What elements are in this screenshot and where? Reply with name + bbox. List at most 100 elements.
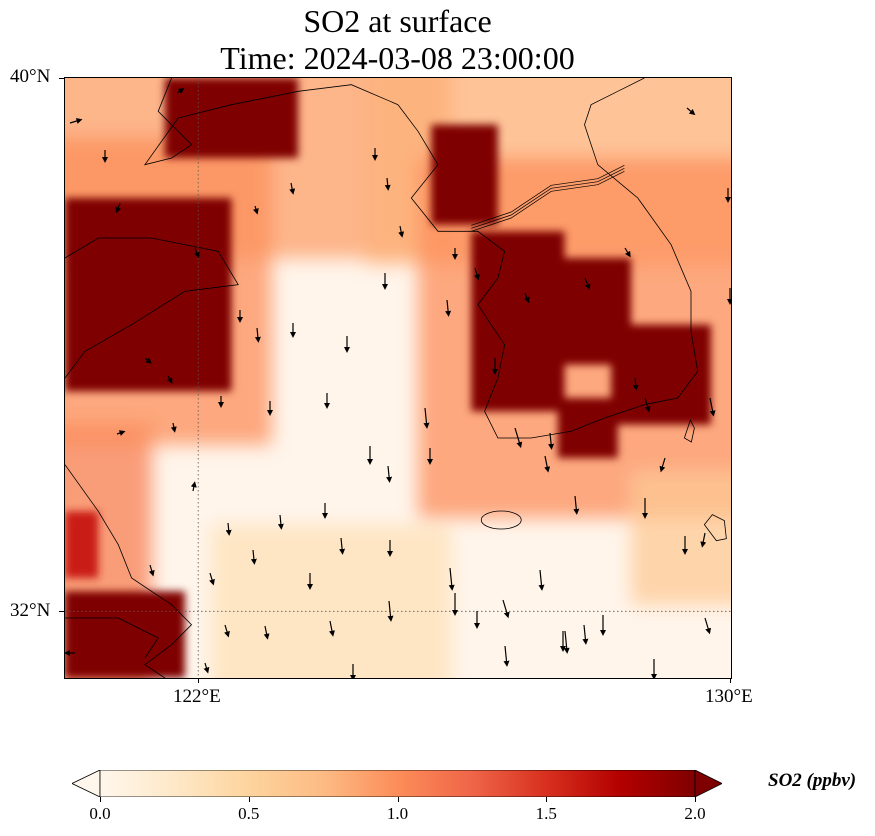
wind-arrow [632, 377, 639, 391]
high-so2-region [431, 124, 498, 225]
wind-arrow [704, 617, 712, 635]
wind-arrow [144, 357, 152, 364]
wind-arrow [339, 537, 346, 555]
wind-arrow [686, 107, 696, 116]
colorbar-tick-mark [397, 797, 399, 802]
wind-arrow [503, 645, 510, 667]
wind-arrow [176, 88, 185, 94]
wind-arrow [386, 465, 393, 483]
lon-label-left: 122°E [173, 686, 221, 707]
wind-arrow [384, 177, 391, 191]
colorbar-tick-label: 2.0 [684, 804, 706, 823]
lat-label-top: 40°N [10, 66, 51, 87]
wind-arrow [563, 630, 570, 654]
plot-subtitle: Time: 2024-03-08 23:00:00 [220, 40, 575, 76]
wind-arrow [170, 422, 177, 433]
wind-arrow [544, 455, 551, 473]
wind-arrow [582, 624, 589, 645]
colorbar-tick-label: 0.0 [89, 804, 111, 823]
wind-arrow [254, 327, 261, 343]
lon-label-right: 130°E [705, 686, 753, 707]
high-so2-region [65, 511, 99, 578]
wind-arrow [115, 202, 122, 214]
wind-arrow [445, 299, 452, 317]
plume-region [211, 524, 452, 678]
wind-arrow [250, 549, 257, 565]
wind-arrow [148, 564, 155, 577]
wind-arrow [277, 514, 284, 530]
wind-arrow [573, 495, 580, 515]
colorbar-tick-label: 0.5 [238, 804, 260, 823]
wind-arrow [524, 292, 530, 304]
colorbar-gradient [99, 770, 696, 797]
wind-arrow [398, 225, 405, 238]
border-line [471, 170, 625, 232]
colorbar-title: SO2 (ppbv) [768, 770, 857, 791]
wind-arrow [194, 247, 200, 259]
wind-arrow [387, 600, 394, 622]
plot-title: SO2 at surface [303, 3, 492, 39]
colorbar [72, 770, 722, 797]
wind-arrow [116, 430, 126, 436]
tick-lon-130 [730, 678, 731, 683]
coastline [397, 90, 699, 439]
wind-arrow [709, 397, 716, 417]
colorbar-tick-label: 1.5 [535, 804, 557, 823]
border-line [471, 164, 625, 226]
wind-arrow [166, 375, 173, 384]
wind-arrow [224, 624, 230, 638]
wind-arrow [225, 522, 232, 536]
wind-arrow [502, 599, 510, 619]
concentration-field [65, 78, 731, 678]
wind-arrow [474, 267, 480, 281]
wind-vectors [65, 88, 731, 678]
wind-arrow [190, 481, 197, 492]
wind-arrow [448, 567, 455, 591]
so2-map [65, 78, 731, 678]
colorbar-extend-low [72, 770, 101, 797]
wind-arrow [659, 457, 666, 473]
tick-lat-32 [59, 611, 64, 612]
wind-arrow [252, 205, 259, 215]
coastline [65, 237, 239, 379]
map-panel [65, 78, 731, 678]
wind-arrow [548, 432, 555, 450]
colorbar-tick-mark [546, 797, 548, 802]
colorbar-tick-mark [695, 797, 696, 802]
wind-arrow [289, 182, 296, 195]
wind-arrow [423, 407, 430, 429]
wind-arrow [209, 572, 215, 586]
wind-arrow [624, 247, 631, 258]
border-line [471, 167, 625, 229]
wind-arrow [514, 427, 523, 449]
colorbar-extend-high [694, 770, 722, 797]
high-so2-region [164, 78, 299, 158]
plume-region [631, 471, 731, 605]
lat-label-bottom: 32°N [10, 600, 51, 621]
tsushima-island-outline [683, 418, 695, 443]
wind-arrow [644, 397, 651, 413]
gridlines [65, 78, 731, 678]
wind-arrow [538, 569, 545, 591]
wind-arrow [263, 625, 270, 640]
wind-arrow [700, 532, 707, 548]
tick-lon-122 [198, 678, 199, 683]
high-so2-region [611, 324, 712, 425]
coastline [65, 464, 193, 678]
coastline [143, 78, 399, 166]
wind-arrow [584, 277, 591, 291]
wind-arrow [69, 118, 83, 124]
colorbar-tick-mark [248, 797, 250, 802]
jeju-island-outline [480, 510, 522, 530]
high-so2-region [557, 398, 618, 458]
colorbar-tick-label: 1.0 [386, 804, 409, 823]
tick-lat-40 [59, 78, 64, 79]
high-so2-region [65, 198, 232, 392]
coastline [65, 617, 159, 659]
kyushu-outline [703, 514, 727, 542]
wind-arrow [329, 620, 335, 637]
coastline [617, 78, 645, 92]
wind-arrow [203, 662, 210, 674]
high-so2-region [65, 591, 185, 678]
colorbar-tick-mark [100, 797, 101, 802]
